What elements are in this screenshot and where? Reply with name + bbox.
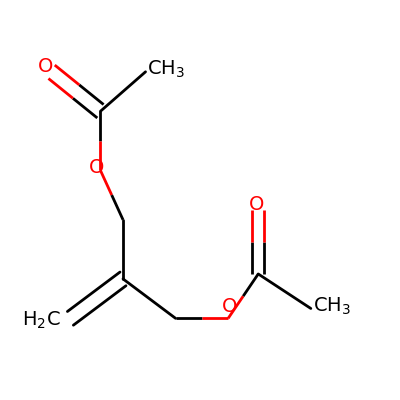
Text: O: O xyxy=(89,158,104,178)
Text: O: O xyxy=(38,57,54,76)
Text: CH$_3$: CH$_3$ xyxy=(148,59,186,80)
Text: CH$_3$: CH$_3$ xyxy=(313,295,351,317)
Text: O: O xyxy=(222,296,238,316)
Text: O: O xyxy=(249,196,264,214)
Text: H$_2$C: H$_2$C xyxy=(22,310,61,332)
